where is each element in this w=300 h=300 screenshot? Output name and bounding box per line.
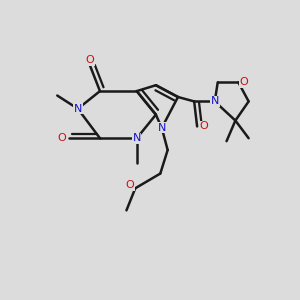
Text: O: O: [239, 77, 248, 87]
Text: O: O: [85, 55, 94, 65]
Text: N: N: [158, 123, 166, 133]
Text: N: N: [133, 133, 141, 143]
Text: O: O: [57, 133, 66, 143]
Text: O: O: [126, 180, 134, 190]
Text: N: N: [74, 104, 82, 114]
Text: N: N: [211, 96, 219, 106]
Text: O: O: [199, 122, 208, 131]
